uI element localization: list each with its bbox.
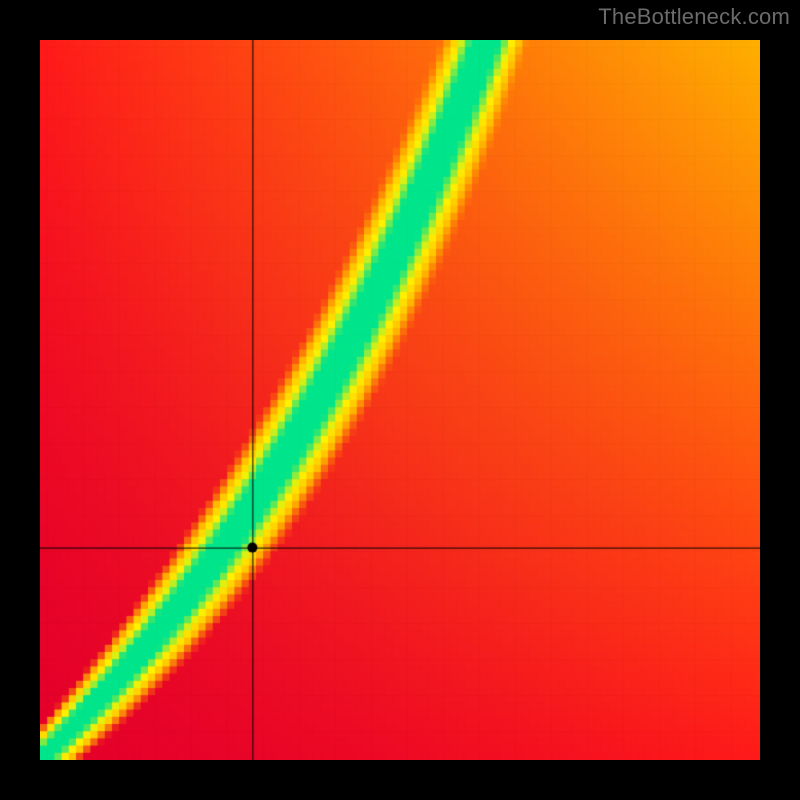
bottleneck-heatmap	[40, 40, 760, 760]
chart-container: TheBottleneck.com	[0, 0, 800, 800]
watermark-text: TheBottleneck.com	[598, 4, 790, 30]
